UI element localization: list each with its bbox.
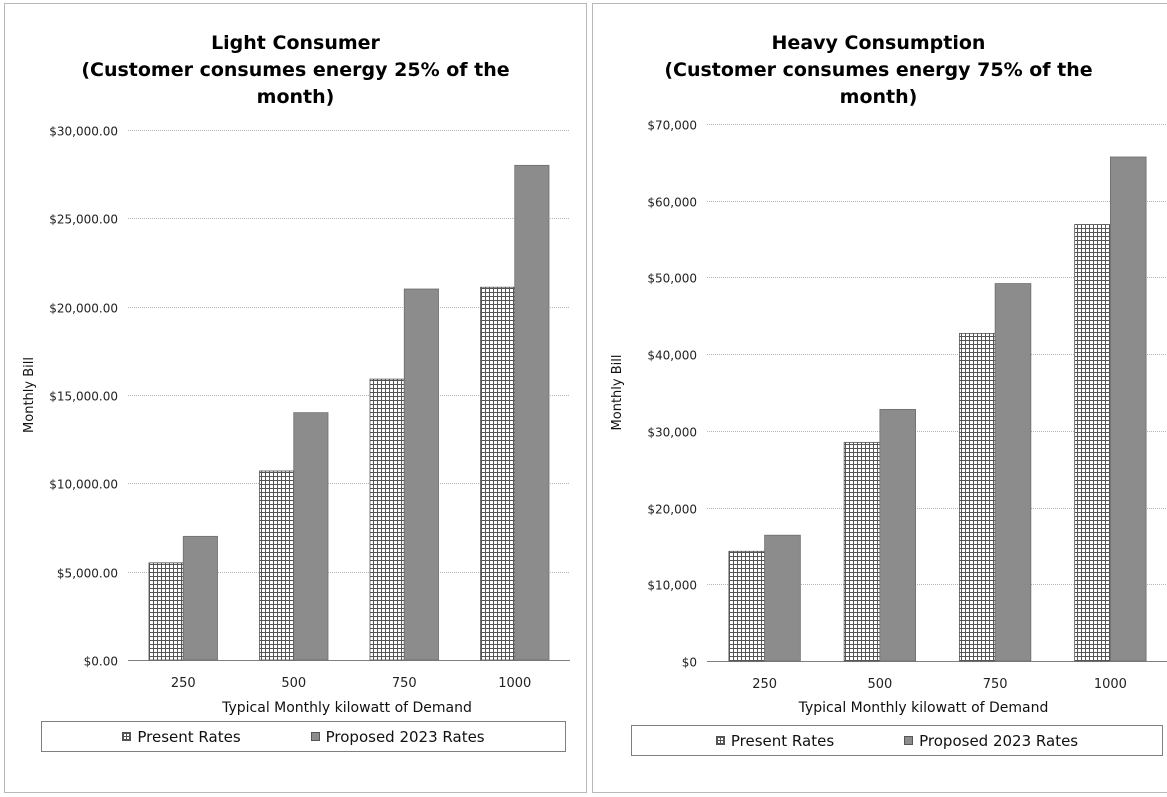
x-tick-label: 500	[281, 676, 306, 691]
legend-swatch-proposed	[904, 736, 914, 745]
y-tick-label: $0.00	[84, 655, 118, 669]
y-tick-label: $20,000.00	[49, 302, 118, 316]
y-tick-label: $0	[682, 656, 697, 670]
y-tick-label: $5,000.00	[57, 567, 118, 581]
y-tick-label: $20,000	[647, 503, 697, 517]
x-tick-label: 750	[392, 676, 417, 691]
y-tick-label: $15,000.00	[49, 390, 118, 404]
chart-title-line-2: (Customer consumes energy 75% of the	[664, 59, 1093, 81]
legend-item-present: Present Rates	[122, 727, 241, 746]
legend-item-proposed: Proposed 2023 Rates	[310, 727, 485, 746]
x-axis-title: Typical Monthly kilowatt of Demand	[221, 700, 472, 716]
bar-chart-plot: $0.00 $5,000.00 $10,000.00 $15,000.00 $20,00…	[22, 125, 570, 716]
y-axis-title: Monthly Bill	[610, 355, 625, 431]
x-axis-title: Typical Monthly kilowatt of Demand	[798, 700, 1049, 716]
legend-swatch-proposed	[310, 732, 320, 741]
y-tick-label: $10,000.00	[49, 478, 118, 492]
bar-proposed-rates	[403, 288, 439, 661]
bar-proposed-rates	[994, 283, 1032, 662]
chart-panel-heavy-consumption: Heavy Consumption (Customer consumes ene…	[592, 3, 1167, 793]
bar-proposed-rates	[764, 534, 801, 662]
legend-label-proposed: Proposed 2023 Rates	[919, 731, 1079, 750]
y-tick-label: $30,000	[647, 426, 697, 440]
bar-present-rates	[259, 470, 295, 661]
y-axis-title: Monthly Bill	[22, 357, 37, 433]
legend-label-present: Present Rates	[137, 727, 241, 746]
y-tick-label: $25,000.00	[49, 213, 118, 227]
y-tick-label: $30,000.00	[49, 125, 118, 139]
legend-label-present: Present Rates	[730, 731, 835, 750]
bar-proposed-rates	[514, 164, 550, 661]
legend-item-present: Present Rates	[715, 731, 835, 750]
bar-proposed-rates	[293, 412, 329, 661]
bar-present-rates	[728, 550, 766, 662]
chart-legend: Present Rates Proposed 2023 Rates	[631, 725, 1163, 756]
x-tick-label: 500	[867, 677, 892, 692]
x-tick-label: 750	[983, 677, 1008, 692]
y-tick-label: $40,000	[647, 349, 697, 363]
x-tick-label: 250	[752, 677, 777, 692]
chart-title-line-3: month)	[839, 86, 918, 108]
chart-title-line-2: (Customer consumes energy 25% of the	[81, 59, 510, 81]
y-tick-label: $70,000	[647, 119, 697, 133]
x-tick-label: 1000	[1094, 677, 1127, 692]
bar-present-rates	[148, 562, 184, 661]
chart-title-line-1: Light Consumer	[211, 32, 380, 54]
bar-present-rates	[843, 441, 881, 662]
y-tick-label: $50,000	[647, 272, 697, 286]
chart-legend: Present Rates Proposed 2023 Rates	[41, 721, 566, 752]
bar-proposed-rates	[182, 535, 218, 661]
chart-title-line-3: month)	[256, 86, 335, 108]
bar-present-rates	[1074, 224, 1111, 662]
bar-proposed-rates	[879, 408, 917, 662]
y-tick-label: $60,000	[647, 196, 697, 210]
bar-present-rates	[958, 333, 996, 662]
y-tick-label: $10,000	[647, 579, 697, 593]
legend-swatch-present	[715, 736, 725, 745]
legend-item-proposed: Proposed 2023 Rates	[904, 732, 1078, 750]
legend-swatch-present	[122, 732, 132, 741]
chart-title-line-1: Heavy Consumption	[771, 32, 986, 54]
x-tick-label: 250	[171, 676, 196, 691]
bar-proposed-rates	[1109, 156, 1147, 662]
legend-label-proposed: Proposed 2023 Rates	[325, 727, 485, 746]
chart-panel-light-consumer: Light Consumer (Customer consumes energy…	[4, 3, 587, 793]
bar-present-rates	[369, 378, 405, 661]
bar-chart-plot: $0 $10,000 $20,000 $30,000 $40,000 $50,000 $60…	[610, 119, 1167, 716]
x-tick-label: 1000	[498, 676, 531, 691]
bar-present-rates	[480, 286, 516, 661]
chart-title: Heavy Consumption (Customer consumes ene…	[590, 30, 1167, 111]
chart-title: Light Consumer (Customer consumes energy…	[5, 30, 586, 111]
